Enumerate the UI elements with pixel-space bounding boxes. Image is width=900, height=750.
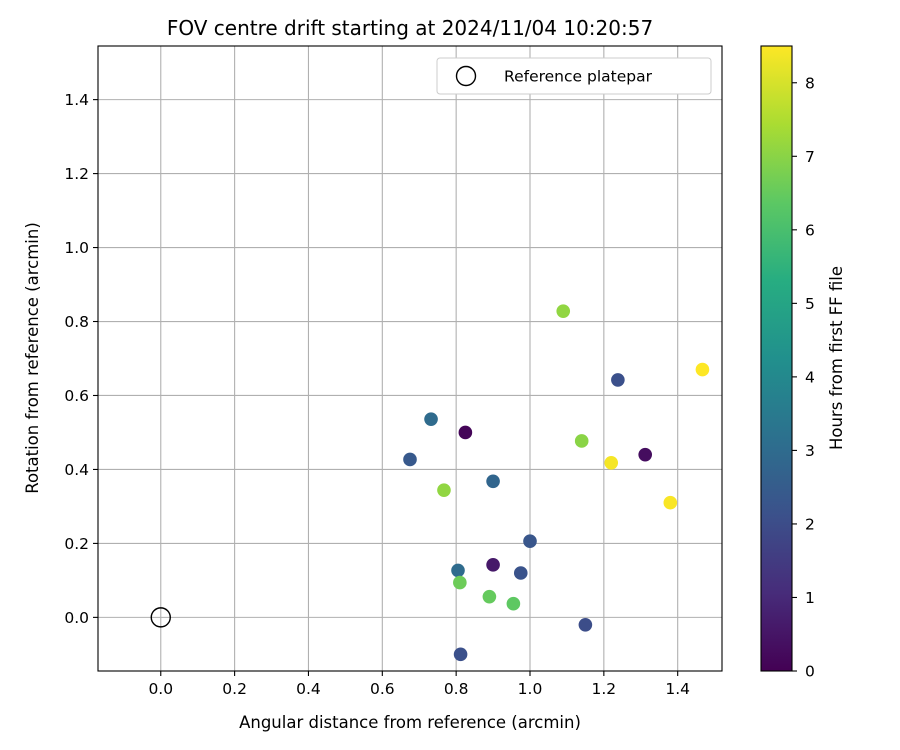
y-tick-label: 0.6 bbox=[64, 387, 89, 405]
data-point bbox=[482, 589, 497, 604]
y-tick-label: 1.4 bbox=[64, 91, 89, 109]
data-point bbox=[453, 575, 467, 590]
data-point bbox=[424, 412, 438, 426]
data-point bbox=[556, 304, 571, 318]
data-point bbox=[403, 452, 417, 467]
grid bbox=[98, 46, 722, 671]
colorbar-tick-label: 3 bbox=[805, 442, 815, 460]
y-axis-label: Rotation from reference (arcmin) bbox=[23, 222, 42, 494]
legend: Reference platepar bbox=[436, 57, 712, 95]
data-point bbox=[578, 617, 593, 632]
y-tick-label: 0.0 bbox=[64, 609, 89, 627]
colorbar-label: Hours from first FF file bbox=[827, 266, 846, 450]
data-point bbox=[486, 558, 500, 572]
colorbar-gradient bbox=[761, 46, 792, 671]
legend-label-reference: Reference platepar bbox=[504, 68, 653, 86]
colorbar-tick-label: 5 bbox=[805, 295, 815, 313]
colorbar-tick-label: 6 bbox=[805, 221, 815, 239]
colorbar-tick-label: 2 bbox=[805, 515, 815, 533]
data-point bbox=[523, 534, 537, 548]
reference-platepar-marker bbox=[150, 607, 171, 628]
y-tick-label: 0.2 bbox=[64, 535, 89, 553]
data-point bbox=[604, 455, 619, 470]
colorbar: 0 1 2 3 4 5 6 7 8 Hours from first FF file bbox=[760, 45, 846, 681]
data-point bbox=[437, 483, 451, 497]
x-tick-label: 0.6 bbox=[370, 680, 395, 698]
colorbar-frame bbox=[760, 45, 793, 672]
data-point bbox=[695, 362, 710, 377]
data-point bbox=[663, 495, 678, 510]
colorbar-tick-label: 7 bbox=[805, 148, 815, 166]
colorbar-tick-label: 0 bbox=[805, 663, 815, 681]
plot-frame bbox=[97, 45, 723, 672]
x-tick-label: 1.2 bbox=[592, 680, 617, 698]
axes: 0.0 0.2 0.4 0.6 0.8 1.0 1.2 1.4 0.0 0.2 0.4 0.6 0.8 1… bbox=[64, 91, 690, 698]
x-tick-label: 1.0 bbox=[518, 680, 543, 698]
y-tick-label: 1.2 bbox=[64, 165, 89, 183]
data-point bbox=[486, 474, 500, 489]
colorbar-tick-label: 4 bbox=[805, 368, 815, 386]
data-point bbox=[453, 647, 468, 662]
legend-box bbox=[436, 57, 712, 95]
legend-reference-marker bbox=[455, 65, 477, 87]
chart-title: FOV centre drift starting at 2024/11/04 … bbox=[167, 16, 653, 40]
y-tick-label: 0.4 bbox=[64, 461, 89, 479]
data-point bbox=[458, 425, 473, 440]
colorbar-tick-label: 8 bbox=[805, 74, 815, 92]
data-points bbox=[403, 304, 710, 662]
data-point bbox=[611, 373, 625, 387]
data-point bbox=[513, 566, 528, 580]
data-point bbox=[638, 447, 652, 462]
x-axis-label: Angular distance from reference (arcmin) bbox=[239, 713, 581, 732]
x-tick-label: 0.8 bbox=[444, 680, 469, 698]
x-tick-label: 0.4 bbox=[296, 680, 321, 698]
x-tick-label: 0.0 bbox=[148, 680, 173, 698]
data-point bbox=[574, 434, 589, 448]
data-point bbox=[506, 596, 521, 611]
colorbar-ticks: 0 1 2 3 4 5 6 7 8 bbox=[792, 74, 815, 681]
x-tick-label: 1.4 bbox=[665, 680, 690, 698]
y-tick-label: 1.0 bbox=[64, 239, 89, 257]
x-tick-label: 0.2 bbox=[222, 680, 247, 698]
data-point bbox=[451, 563, 465, 578]
reference-marker-layer bbox=[150, 607, 171, 628]
y-tick-label: 0.8 bbox=[64, 313, 89, 331]
colorbar-tick-label: 1 bbox=[805, 589, 815, 607]
